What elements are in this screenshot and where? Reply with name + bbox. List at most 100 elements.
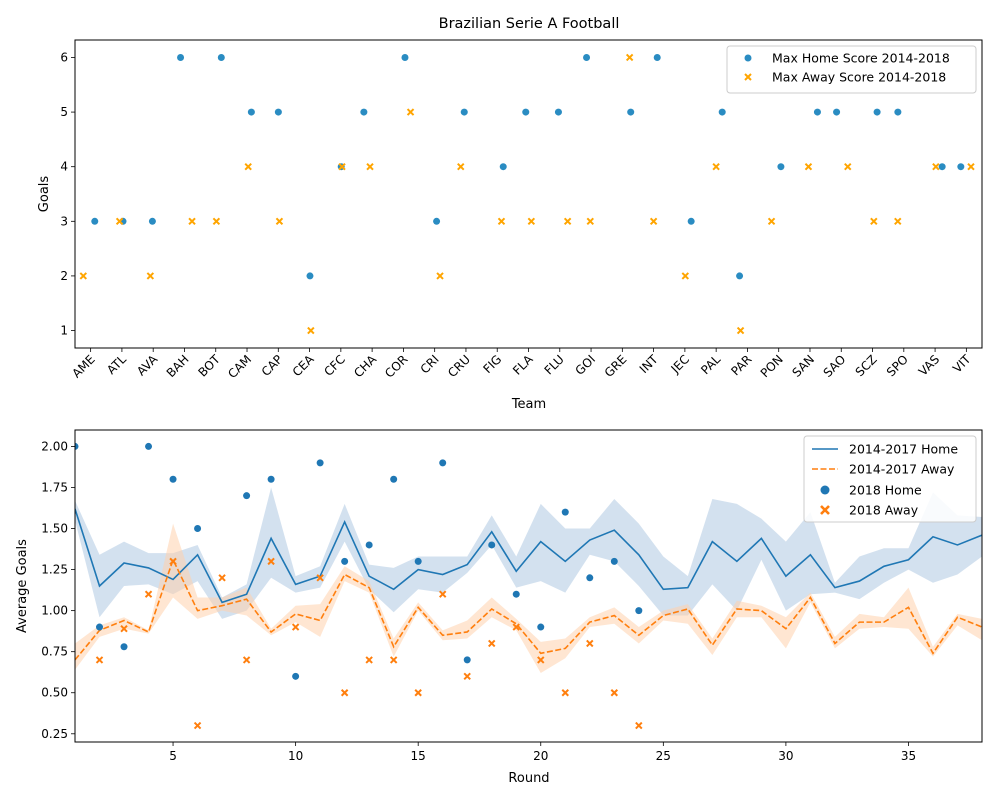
home-score-point: [274, 108, 282, 116]
x-tick-label: AME: [69, 352, 97, 380]
away-2018-point: [95, 656, 104, 664]
home-score-point: [148, 217, 156, 225]
x-tick-label: GOI: [573, 352, 599, 378]
away-2018-point: [561, 689, 569, 697]
away-score-point: [406, 108, 415, 116]
away-score-point: [767, 217, 776, 226]
y-tick-label: 4: [60, 160, 68, 174]
x-tick-label: VAS: [916, 352, 942, 378]
home-score-point: [217, 53, 225, 61]
legend-2018-away-marker: [820, 505, 830, 515]
away-2018-point: [291, 623, 300, 631]
y-tick-label: 1.25: [41, 563, 68, 577]
x-tick-label: 5: [169, 749, 177, 763]
away-2018-point: [463, 672, 471, 681]
away-2018-point: [193, 721, 202, 730]
legend-2018-home: 2018 Home: [849, 483, 922, 498]
home-score-point: [306, 272, 314, 280]
x-tick-label: 15: [411, 749, 426, 763]
x-tick-label: BOT: [195, 352, 223, 380]
x-tick-label: CEA: [290, 352, 318, 380]
home-score-point: [813, 108, 821, 116]
home-2018-point: [512, 590, 520, 598]
legend-2014-2017-home: 2014-2017 Home: [849, 442, 958, 457]
away-score-point: [932, 162, 940, 171]
top-x-axis-label: Team: [511, 397, 546, 412]
home-score-point: [777, 163, 785, 171]
away-2018-point: [586, 639, 594, 648]
away-2018-point: [120, 624, 128, 633]
chart-title: Brazilian Serie A Football: [439, 16, 620, 32]
home-score-point: [499, 163, 507, 171]
away-score-point: [79, 272, 88, 280]
home-score-point: [522, 108, 530, 116]
y-tick-label: 1.50: [41, 522, 68, 536]
away-2018-point: [365, 656, 373, 664]
home-score-point: [627, 108, 635, 116]
away-2018-point: [537, 656, 545, 664]
home-score-point: [873, 108, 881, 116]
home-2018-point: [120, 643, 128, 651]
y-tick-label: 1.75: [41, 480, 68, 494]
home-2018-point: [414, 557, 422, 565]
y-tick-label: 0.75: [41, 645, 68, 659]
away-2018-point: [340, 689, 349, 697]
legend-2018-away: 2018 Away: [849, 503, 919, 518]
x-tick-label: CHA: [351, 352, 380, 381]
x-tick-label: 20: [533, 749, 548, 763]
home-2018-point: [635, 607, 643, 615]
confidence-bands: [75, 487, 982, 674]
home-score-point: [433, 217, 441, 225]
y-tick-label: 0.50: [41, 686, 68, 700]
top-plot-frame: [74, 39, 983, 349]
home-2018-point: [439, 459, 447, 467]
home-score-point: [653, 53, 661, 61]
x-tick-label: COR: [382, 352, 410, 380]
away-score-point: [338, 162, 346, 171]
legend-2018-home-marker: [820, 485, 830, 495]
top-y-axis-label: Goals: [37, 176, 52, 213]
home-score-point: [718, 108, 726, 116]
home-2018-point: [610, 557, 618, 565]
top-y-ticks: 1 2 3 4 5 6: [60, 50, 75, 338]
home-score-point: [554, 108, 562, 116]
x-tick-label: CFC: [321, 352, 348, 379]
x-tick-label: CRI: [418, 352, 442, 376]
away-score-point: [115, 217, 124, 226]
away-score-point: [649, 217, 658, 226]
legend-x-glyph: [820, 505, 830, 515]
home-score-point: [91, 217, 99, 225]
away-score-point: [967, 162, 975, 171]
x-tick-label: FLA: [510, 352, 536, 378]
away-score-point: [844, 162, 852, 171]
x-tick-label: JEC: [668, 352, 692, 376]
home-2018-point: [341, 557, 349, 565]
home-score-point: [894, 108, 902, 116]
home-2018-point: [488, 541, 496, 549]
away-score-point: [625, 53, 634, 62]
away-score-point: [586, 217, 594, 226]
away-2018-point: [389, 656, 398, 664]
home-average-line: [75, 508, 982, 604]
home-2018-point: [292, 672, 300, 680]
home-2018-point: [390, 475, 398, 483]
away-score-point: [527, 217, 536, 226]
home-score-point: [247, 108, 255, 116]
x-tick-label: GRE: [602, 352, 630, 380]
x-tick-label: PAL: [698, 352, 723, 377]
x-tick-label: SCZ: [853, 352, 880, 379]
home-confidence-band: [75, 487, 982, 619]
away-2018-point: [512, 623, 520, 631]
home-2018-point: [267, 475, 275, 483]
home-score-point: [177, 53, 185, 61]
home-score-point: [736, 272, 744, 280]
legend-away-marker: [744, 73, 752, 81]
top-legend: Max Home Score 2014-2018 Max Away Score …: [726, 45, 977, 94]
away-2018-point: [144, 590, 153, 598]
x-tick-label: CAM: [225, 352, 254, 381]
legend-home-label: Max Home Score 2014-2018: [772, 51, 950, 66]
bottom-y-axis-label: Average Goals: [15, 539, 30, 633]
y-tick-label: 1.00: [41, 604, 68, 618]
bottom-plot-frame: [74, 429, 983, 743]
